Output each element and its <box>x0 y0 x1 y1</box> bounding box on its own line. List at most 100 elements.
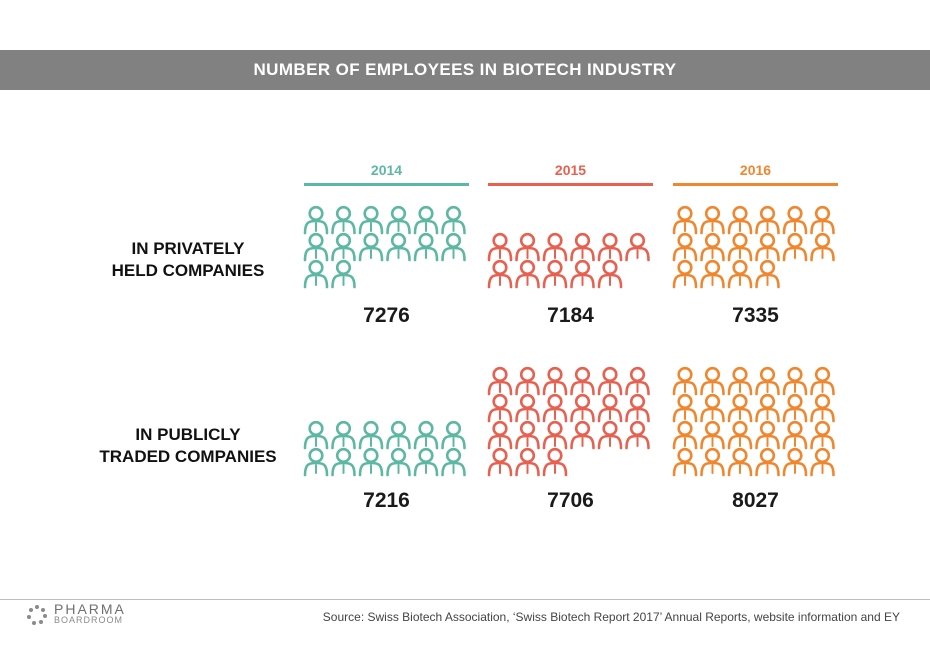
person-icon <box>515 393 540 423</box>
year-label-2014: 2014 <box>371 162 402 178</box>
row-label-private-line1: IN PRIVATELY <box>131 239 245 258</box>
person-icon <box>597 420 623 450</box>
value-label: 7216 <box>363 489 410 512</box>
person-icon <box>570 393 595 423</box>
person-icon <box>597 232 623 262</box>
value-label: 8027 <box>732 489 779 512</box>
person-icon <box>570 232 595 262</box>
person-icon <box>413 447 439 477</box>
person-icon <box>810 393 835 423</box>
year-underline-2014 <box>304 183 469 186</box>
person-icon <box>727 393 753 423</box>
person-icon <box>755 232 780 262</box>
value-label: 7706 <box>547 489 594 512</box>
person-icon <box>597 393 623 423</box>
person-icon <box>727 205 753 235</box>
person-icon <box>303 232 329 262</box>
logo-line2: BOARDROOM <box>54 615 124 625</box>
person-icon <box>700 420 725 450</box>
person-icon <box>542 447 568 477</box>
person-icon <box>570 420 595 450</box>
person-icon <box>810 205 835 235</box>
person-icon <box>755 205 780 235</box>
person-icon <box>672 420 698 450</box>
year-label-2015: 2015 <box>555 162 586 178</box>
person-icon <box>487 232 513 262</box>
title-bar: NUMBER OF EMPLOYEES IN BIOTECH INDUSTRY <box>0 50 930 90</box>
person-icon <box>358 420 384 450</box>
person-icon <box>672 232 698 262</box>
person-icon <box>782 393 808 423</box>
source-note: Source: Swiss Biotech Association, ‘Swis… <box>322 610 900 624</box>
person-icon <box>810 420 835 450</box>
person-icon <box>303 259 329 289</box>
person-icon <box>515 420 540 450</box>
person-icon <box>386 447 411 477</box>
person-icon <box>672 447 698 477</box>
person-icon <box>782 366 808 396</box>
person-icon <box>542 393 568 423</box>
person-icon <box>625 366 650 396</box>
person-icon <box>303 447 329 477</box>
person-icon <box>700 447 725 477</box>
person-icon <box>782 447 808 477</box>
value-label: 7184 <box>547 304 594 327</box>
person-icon <box>810 232 835 262</box>
person-icon <box>597 259 623 289</box>
person-icon <box>755 393 780 423</box>
person-icon <box>755 447 780 477</box>
person-icon <box>727 420 753 450</box>
person-icon <box>782 420 808 450</box>
person-icon <box>542 420 568 450</box>
person-icon <box>331 232 356 262</box>
person-icon <box>625 232 650 262</box>
person-icon <box>441 232 466 262</box>
person-icon <box>700 366 725 396</box>
person-icon <box>700 205 725 235</box>
person-icon <box>672 259 698 289</box>
value-label: 7335 <box>732 304 779 327</box>
person-icon <box>625 420 650 450</box>
footer-divider <box>0 599 930 600</box>
person-icon <box>625 393 650 423</box>
person-icon <box>413 420 439 450</box>
person-icon <box>782 232 808 262</box>
person-icon <box>487 420 513 450</box>
logo-dots-icon <box>27 605 47 625</box>
row-label-public: IN PUBLICLY TRADED COMPANIES <box>86 424 290 468</box>
person-icon <box>515 232 540 262</box>
person-icon <box>386 232 411 262</box>
value-label: 7276 <box>363 304 410 327</box>
person-icon <box>727 447 753 477</box>
person-icon <box>810 447 835 477</box>
person-icon <box>515 259 540 289</box>
person-icon <box>441 205 466 235</box>
person-icon <box>810 366 835 396</box>
person-icon <box>331 259 356 289</box>
person-icon <box>570 366 595 396</box>
person-icon <box>542 232 568 262</box>
row-label-private-line2: HELD COMPANIES <box>111 261 265 280</box>
person-icon <box>386 420 411 450</box>
row-label-public-line1: IN PUBLICLY <box>135 425 241 444</box>
person-icon <box>570 259 595 289</box>
person-icon <box>755 259 780 289</box>
person-icon <box>358 232 384 262</box>
pictograph-chart: 2014 7276 7216 2015 7184 7706 2016 7335 8027 <box>303 162 838 512</box>
person-icon <box>672 205 698 235</box>
person-icon <box>700 232 725 262</box>
chart-title: NUMBER OF EMPLOYEES IN BIOTECH INDUSTRY <box>253 60 677 79</box>
year-underline-2015 <box>488 183 653 186</box>
person-icon <box>515 447 540 477</box>
person-icon <box>413 232 439 262</box>
pharma-boardroom-logo: PHARMA BOARDROOM <box>26 602 126 626</box>
year-label-2016: 2016 <box>740 162 771 178</box>
person-icon <box>542 259 568 289</box>
person-icon <box>672 393 698 423</box>
person-icon <box>515 366 540 396</box>
person-icon <box>331 205 356 235</box>
person-icon <box>487 447 513 477</box>
person-icon <box>358 205 384 235</box>
row-label-private: IN PRIVATELY HELD COMPANIES <box>95 238 281 282</box>
person-icon <box>441 420 466 450</box>
